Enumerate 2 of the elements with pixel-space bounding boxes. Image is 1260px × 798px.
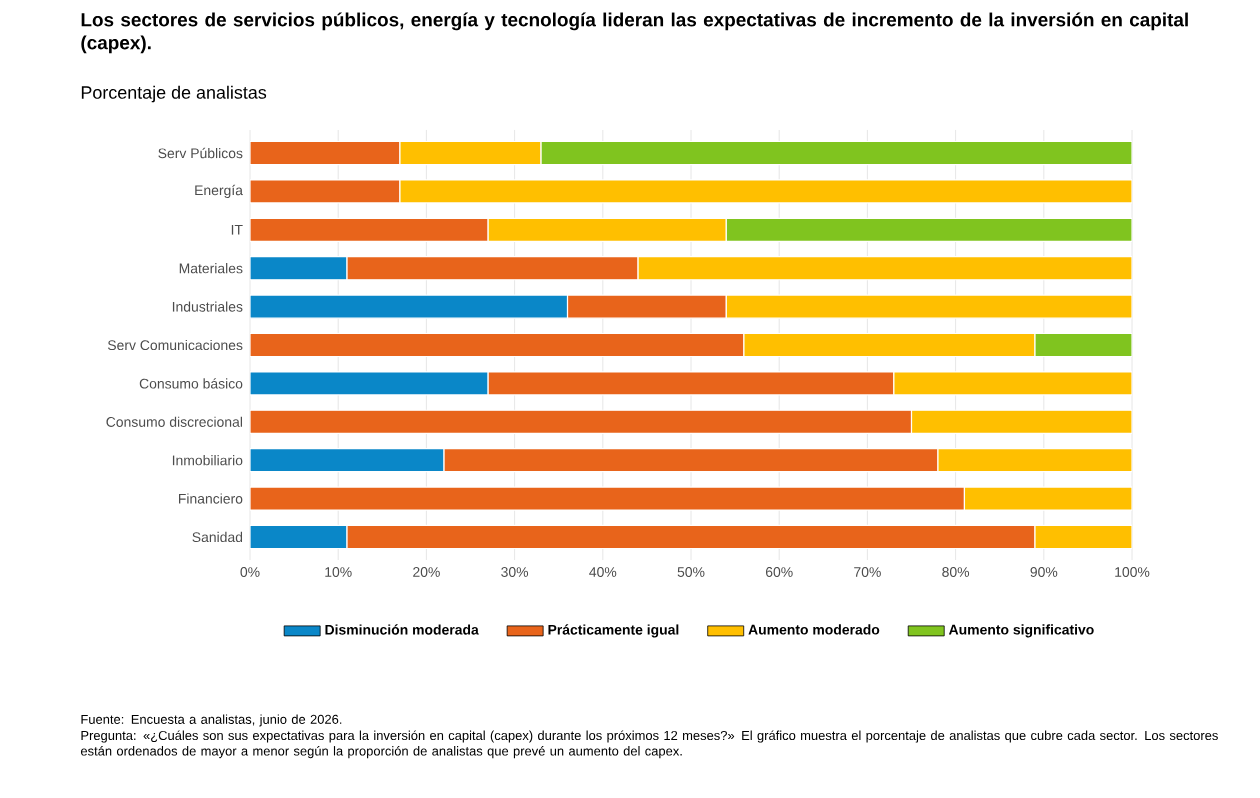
chart-title: Los sectores de servicios públicos, energía y tecnología lideran las expectativas de incremento de la inversión en capital (capex). [81,12,1188,54]
chart-subtitle: Porcentaje de analistas [81,85,267,103]
